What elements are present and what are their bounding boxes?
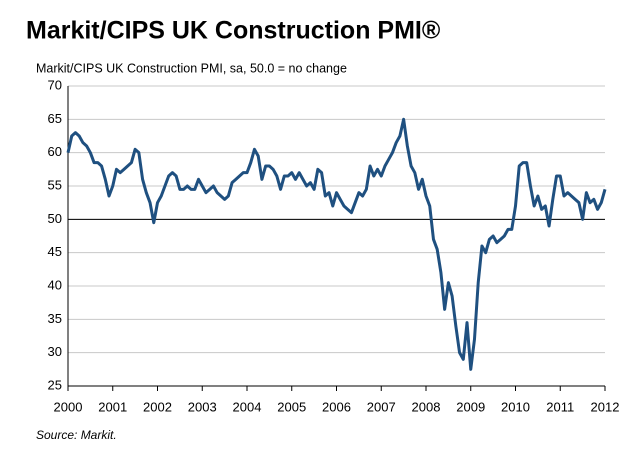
data-line [66,117,607,371]
x-tick-label: 2006 [322,399,351,414]
x-tick-label: 2010 [501,399,530,414]
x-tick-label: 2000 [54,399,83,414]
y-tick-label: 60 [48,144,62,159]
x-tick-label: 2003 [188,399,217,414]
y-tick-label: 30 [48,344,62,359]
source-note: Source: Markit. [36,428,117,442]
chart-subtitle: Markit/CIPS UK Construction PMI, sa, 50.… [36,61,347,75]
y-tick-label: 50 [48,211,62,226]
y-tick-label: 70 [48,77,62,92]
x-tick-label: 2004 [233,399,262,414]
y-tick-label: 45 [48,244,62,259]
chart-title: Markit/CIPS UK Construction PMI® [26,17,441,45]
x-tick-label: 2007 [367,399,396,414]
x-tick-label: 2011 [546,399,574,414]
x-tick-label: 2008 [412,399,441,414]
y-tick-label: 55 [48,177,62,192]
y-tick-label: 35 [48,311,62,326]
y-tick-label: 40 [48,277,62,292]
y-tick-label: 25 [48,377,62,392]
x-tick-label: 2012 [591,399,620,414]
x-tick-label: 2005 [277,399,306,414]
x-tick-label: 2009 [456,399,485,414]
x-tick-label: 2001 [98,399,127,414]
y-tick-label: 65 [48,111,62,126]
x-tick-label: 2002 [143,399,172,414]
